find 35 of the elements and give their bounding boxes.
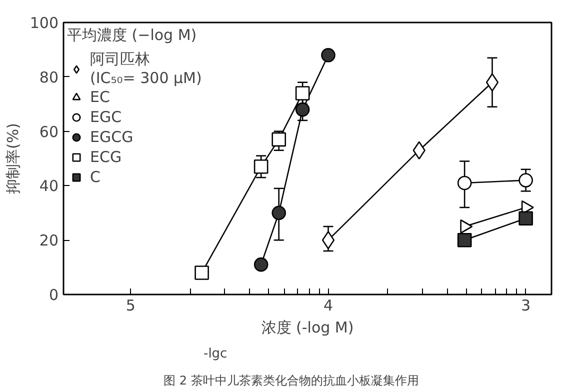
point (321, 48, 336, 62)
x-tick-label: 5 (126, 296, 136, 314)
point (457, 176, 472, 190)
point (295, 86, 310, 100)
legend-label: 阿司匹林 (IC₅₀= 300 μM) (90, 50, 202, 87)
point (194, 266, 209, 280)
point (486, 73, 499, 92)
y-tick-label: 60 (39, 122, 59, 141)
point (272, 132, 286, 147)
point (254, 257, 268, 272)
y-tick-label: 80 (39, 68, 59, 86)
y-axis-title: 抑制率(%) (4, 123, 22, 194)
point (272, 206, 286, 220)
point (457, 232, 472, 248)
point (254, 160, 268, 174)
y-tick-label: 0 (48, 286, 59, 304)
x-axis-title: 浓度 (-log M) (261, 318, 354, 336)
y-tick-label: 100 (30, 14, 59, 32)
legend-label: EC (90, 88, 110, 106)
legend-title: 平均濃度 (−log M) (67, 26, 198, 45)
y-tick-label: 20 (39, 232, 59, 250)
caption: 图 2 茶叶中儿茶素类化合物的抗血小板凝集作用 (164, 374, 419, 388)
point (295, 102, 310, 117)
point (518, 211, 533, 226)
legend-label: C (90, 168, 102, 186)
point (322, 230, 335, 250)
x-tick-label: 3 (521, 296, 531, 314)
legend-label: ECG (90, 148, 122, 166)
legend-label: EGCG (90, 128, 134, 146)
text: -lgc (204, 346, 228, 362)
point (518, 173, 533, 188)
x-tick-label: 4 (323, 296, 334, 314)
point (412, 141, 426, 160)
legend-label: EGC (90, 108, 122, 126)
y-tick-label: 40 (39, 177, 59, 196)
